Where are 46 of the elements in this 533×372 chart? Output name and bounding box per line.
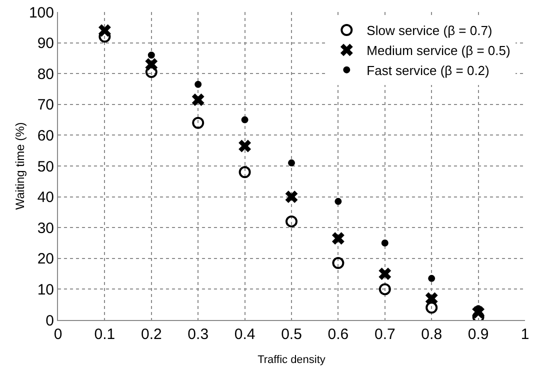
x-tick-label: 0.6 xyxy=(328,326,349,343)
point xyxy=(192,94,204,106)
y-tick-label: 90 xyxy=(37,35,54,52)
legend-label: Fast service (β = 0.2) xyxy=(366,62,490,78)
x-tick-label: 0.1 xyxy=(94,326,116,343)
point xyxy=(332,232,344,245)
y-tick-label: 60 xyxy=(37,127,54,144)
y-tick-label: 50 xyxy=(37,158,54,176)
point xyxy=(286,215,298,228)
x-tick-label: 1 xyxy=(520,326,530,343)
legend-label: Slow service (β = 0.7) xyxy=(366,23,492,38)
point xyxy=(332,257,344,270)
point xyxy=(145,66,158,78)
point xyxy=(288,159,295,166)
x-tick-label: 0.5 xyxy=(281,326,302,343)
y-tick-label: 10 xyxy=(37,281,54,298)
y-tick-label: 30 xyxy=(37,220,54,237)
y-tick-label: 80 xyxy=(37,66,54,83)
point xyxy=(194,80,202,88)
y-tick-label: 40 xyxy=(37,189,54,206)
x-axis-title: Traffic density xyxy=(258,354,326,366)
point xyxy=(381,240,388,246)
point xyxy=(378,268,392,280)
x-tick-label: 0.3 xyxy=(188,326,209,343)
point xyxy=(426,302,438,314)
point xyxy=(334,198,342,205)
point xyxy=(192,116,204,129)
point xyxy=(148,52,155,59)
x-tick-label: 0.8 xyxy=(421,326,442,343)
x-tick-label: 0.9 xyxy=(468,326,489,343)
legend-label: Medium service (β = 0.5) xyxy=(366,43,510,58)
y-tick-label: 0 xyxy=(46,312,54,330)
point xyxy=(428,274,436,282)
point xyxy=(425,292,438,305)
point xyxy=(238,166,251,178)
x-tick-label: 0.2 xyxy=(140,326,162,343)
point xyxy=(238,140,252,152)
point xyxy=(285,190,298,204)
y-tick-label: 100 xyxy=(28,4,54,22)
y-tick-label: 20 xyxy=(37,250,54,268)
y-tick-label: 70 xyxy=(37,96,54,114)
x-tick-label: 0.4 xyxy=(234,326,256,343)
point xyxy=(241,116,248,124)
point xyxy=(378,283,391,296)
x-tick-label: 0.7 xyxy=(374,326,396,343)
y-axis-title: Waiting time (%) xyxy=(13,122,27,210)
